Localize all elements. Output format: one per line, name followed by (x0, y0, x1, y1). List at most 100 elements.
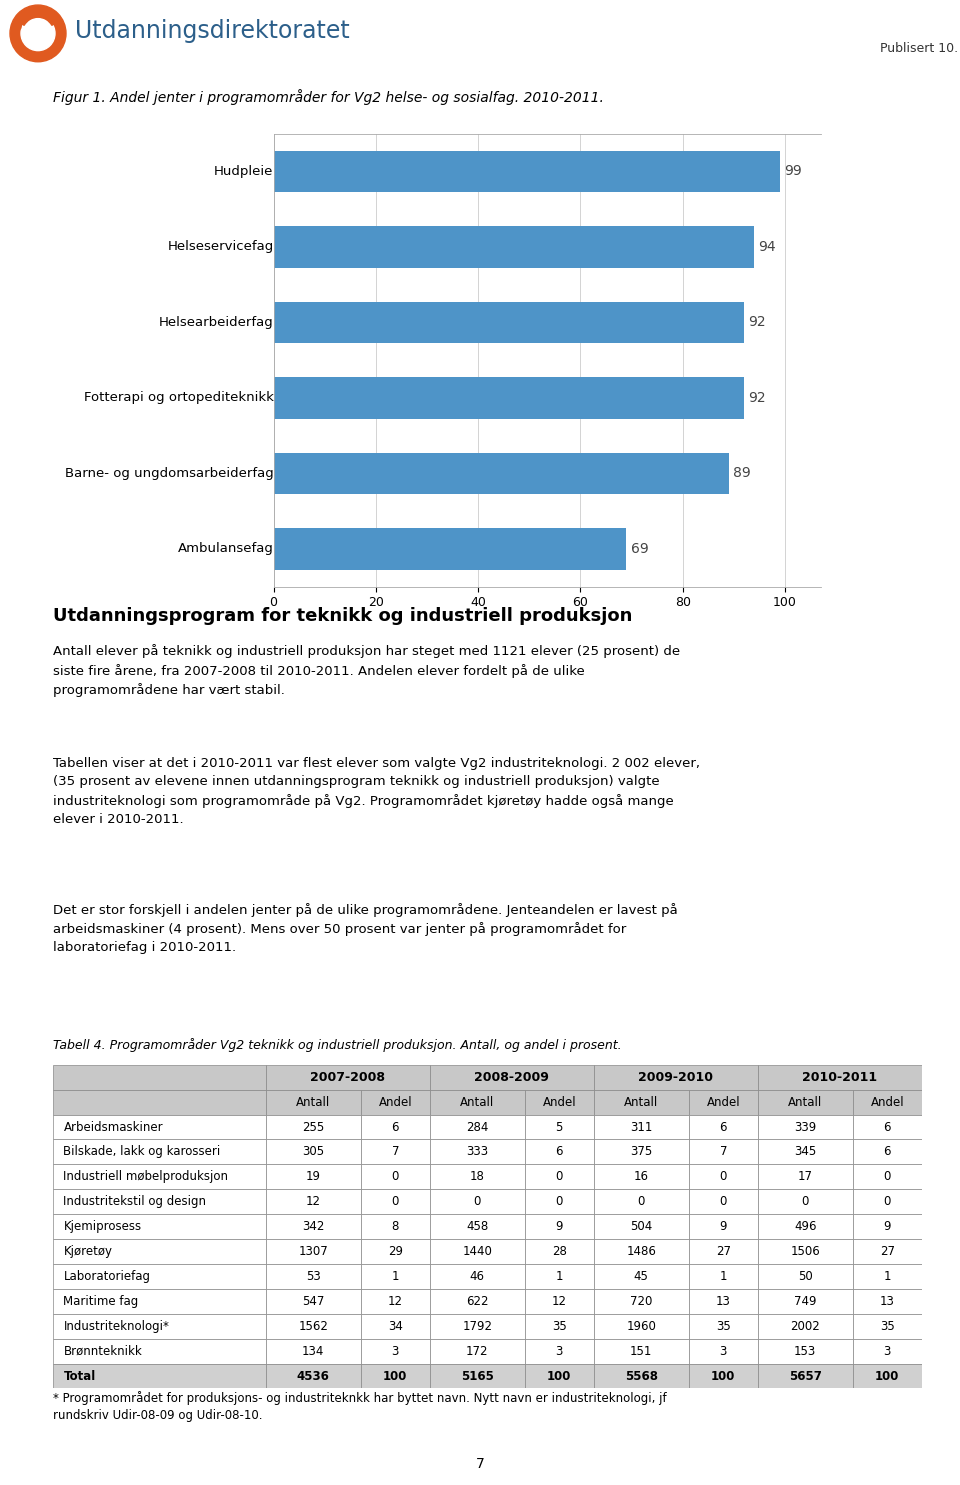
Bar (361, 1090, 430, 1115)
Text: 172: 172 (466, 1344, 489, 1357)
Text: 0: 0 (802, 1195, 809, 1209)
Bar (689, 1264, 757, 1289)
Bar (593, 1363, 689, 1388)
Text: Industriell møbelproduksjon: Industriell møbelproduksjon (63, 1170, 228, 1184)
Text: 1: 1 (720, 1270, 727, 1283)
Text: 1486: 1486 (626, 1244, 657, 1258)
Text: 35: 35 (716, 1320, 731, 1332)
Text: Andel: Andel (707, 1096, 740, 1109)
Bar (525, 1139, 593, 1164)
Bar (525, 1238, 593, 1264)
Bar (430, 1139, 525, 1164)
Text: 345: 345 (794, 1145, 816, 1158)
Text: 17: 17 (798, 1170, 813, 1184)
Text: 46: 46 (469, 1270, 485, 1283)
Bar (689, 1215, 757, 1238)
Bar (53, 1215, 266, 1238)
Bar (266, 1139, 361, 1164)
Circle shape (21, 16, 55, 50)
Text: 311: 311 (630, 1121, 653, 1133)
Bar (852, 1314, 922, 1338)
Text: 28: 28 (552, 1244, 566, 1258)
Bar (266, 1338, 361, 1363)
Text: 3: 3 (392, 1344, 399, 1357)
Bar (430, 1090, 525, 1115)
Bar (53, 1264, 266, 1289)
Bar (852, 1215, 922, 1238)
Text: * Programområdet for produksjons- og industriteknkk har byttet navn. Nytt navn e: * Programområdet for produksjons- og ind… (53, 1391, 666, 1423)
Text: Antall: Antall (460, 1096, 494, 1109)
Text: 7: 7 (720, 1145, 727, 1158)
Bar (689, 1090, 757, 1115)
Bar (689, 1164, 757, 1189)
Wedge shape (19, 10, 57, 25)
Text: 9: 9 (720, 1221, 727, 1233)
Bar (266, 1164, 361, 1189)
Bar (757, 1090, 852, 1115)
Text: 0: 0 (392, 1170, 399, 1184)
Text: 749: 749 (794, 1295, 817, 1308)
Text: 339: 339 (794, 1121, 816, 1133)
Text: 134: 134 (302, 1344, 324, 1357)
Text: Bilskade, lakk og karosseri: Bilskade, lakk og karosseri (63, 1145, 221, 1158)
Text: Tabellen viser at det i 2010-2011 var flest elever som valgte Vg2 industriteknol: Tabellen viser at det i 2010-2011 var fl… (53, 757, 700, 826)
Text: 375: 375 (630, 1145, 653, 1158)
Bar (274, 301, 744, 343)
Text: 2009-2010: 2009-2010 (638, 1071, 713, 1084)
Bar (852, 1115, 922, 1139)
Bar (430, 1065, 593, 1090)
Text: 720: 720 (630, 1295, 653, 1308)
Text: Figur 1. Andel jenter i programområder for Vg2 helse- og sosialfag. 2010-2011.: Figur 1. Andel jenter i programområder f… (53, 89, 604, 105)
Text: 6: 6 (883, 1145, 891, 1158)
Bar (430, 1264, 525, 1289)
Text: 0: 0 (473, 1195, 481, 1209)
Bar (852, 1090, 922, 1115)
Bar (593, 1264, 689, 1289)
Bar (757, 1164, 852, 1189)
Text: 7: 7 (475, 1457, 485, 1472)
Text: Fotterapi og ortopediteknikk: Fotterapi og ortopediteknikk (84, 392, 274, 404)
Text: 0: 0 (556, 1195, 563, 1209)
Bar (757, 1065, 922, 1090)
Text: Andel: Andel (378, 1096, 412, 1109)
Text: Antall: Antall (624, 1096, 659, 1109)
Text: Barne- og ungdomsarbeiderfag: Barne- og ungdomsarbeiderfag (65, 466, 274, 480)
Bar (430, 1164, 525, 1189)
Bar (266, 1238, 361, 1264)
Bar (430, 1215, 525, 1238)
Bar (852, 1289, 922, 1314)
Text: 1506: 1506 (790, 1244, 820, 1258)
Text: 12: 12 (552, 1295, 566, 1308)
Text: 19: 19 (306, 1170, 321, 1184)
Bar (53, 1314, 266, 1338)
Text: 2007-2008: 2007-2008 (310, 1071, 385, 1084)
Bar (274, 377, 744, 419)
Bar (689, 1238, 757, 1264)
Text: 1562: 1562 (299, 1320, 328, 1332)
Bar (757, 1314, 852, 1338)
Text: 0: 0 (720, 1195, 727, 1209)
Text: 3: 3 (720, 1344, 727, 1357)
Bar (53, 1238, 266, 1264)
Text: 53: 53 (306, 1270, 321, 1283)
Bar (525, 1215, 593, 1238)
Bar (757, 1289, 852, 1314)
Text: 9: 9 (883, 1221, 891, 1233)
Text: Andel: Andel (542, 1096, 576, 1109)
Bar (361, 1139, 430, 1164)
Bar (689, 1289, 757, 1314)
Bar (852, 1189, 922, 1215)
Bar (266, 1314, 361, 1338)
Text: 6: 6 (720, 1121, 727, 1133)
Bar (593, 1189, 689, 1215)
Circle shape (10, 4, 66, 62)
Bar (53, 1164, 266, 1189)
Text: Laboratoriefag: Laboratoriefag (63, 1270, 151, 1283)
Bar (593, 1065, 757, 1090)
Text: 6: 6 (392, 1121, 399, 1133)
Bar (430, 1238, 525, 1264)
Bar (689, 1115, 757, 1139)
Text: 1: 1 (392, 1270, 399, 1283)
Text: 2010-2011: 2010-2011 (802, 1071, 877, 1084)
Text: 2002: 2002 (790, 1320, 820, 1332)
